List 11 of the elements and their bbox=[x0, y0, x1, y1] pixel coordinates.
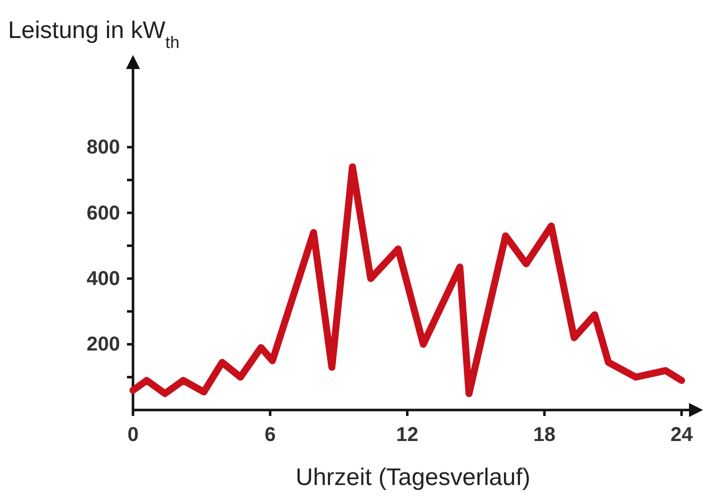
y-tick-label: 400 bbox=[86, 268, 120, 290]
x-tick-label: 6 bbox=[264, 424, 276, 446]
x-axis-title: Uhrzeit (Tagesverlauf) bbox=[296, 464, 530, 491]
x-tick-label: 18 bbox=[533, 424, 556, 446]
x-tick-label: 12 bbox=[396, 424, 418, 446]
y-tick-label: 800 bbox=[86, 136, 120, 159]
y-tick-label: 600 bbox=[86, 202, 120, 224]
x-tick-label: 0 bbox=[127, 424, 139, 446]
y-tick-label: 200 bbox=[86, 334, 120, 356]
y-axis-title: Leistung in kW$_{th}$ bbox=[8, 17, 180, 52]
x-tick-label: 24 bbox=[670, 424, 694, 446]
